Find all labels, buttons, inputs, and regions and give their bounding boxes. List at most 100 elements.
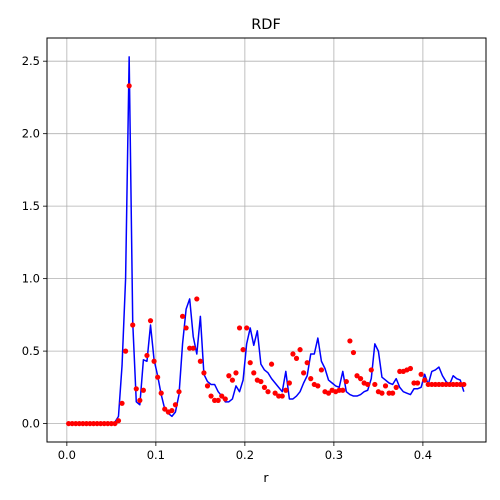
rdf-point: [133, 386, 139, 392]
rdf-point: [197, 358, 203, 364]
rdf-point: [393, 384, 399, 390]
rdf-point: [140, 387, 146, 393]
rdf-point: [425, 381, 431, 388]
rdf-point: [443, 381, 449, 388]
rdf-point: [119, 400, 125, 406]
rdf-point: [251, 370, 257, 376]
rdf-point: [357, 376, 364, 382]
rdf-point: [172, 402, 179, 408]
rdf-point: [80, 420, 86, 427]
rdf-point: [365, 381, 371, 388]
rdf-point: [155, 374, 161, 380]
rdf-point: [379, 390, 385, 396]
x-tick-label: 0.2: [236, 448, 254, 462]
rdf-point: [126, 83, 132, 89]
rdf-point: [204, 383, 211, 389]
rdf-point: [272, 390, 278, 396]
rdf-point: [304, 360, 310, 366]
rdf-point: [101, 420, 107, 427]
rdf-point: [422, 377, 428, 383]
rdf-point: [176, 389, 182, 395]
chart-title: RDF: [251, 17, 281, 33]
rdf-point: [66, 420, 72, 427]
x-tick-label: 0.1: [147, 448, 165, 462]
rdf-point: [386, 390, 392, 396]
rdf-point: [76, 420, 82, 427]
grid: [47, 38, 486, 442]
plot-frame: [46, 37, 487, 443]
rdf-point: [115, 418, 122, 424]
rdf-point: [446, 381, 453, 388]
y-tick-label: 2.0: [22, 127, 40, 141]
rdf-point: [390, 390, 396, 396]
y-tick-label: 1.5: [22, 199, 40, 213]
rdf-point: [244, 325, 250, 331]
rdf-point: [73, 420, 79, 427]
rdf-point: [212, 397, 218, 403]
rdf-point: [144, 352, 150, 359]
rdf-point: [130, 322, 136, 328]
rdf-point: [407, 365, 414, 372]
rdf-point: [183, 325, 189, 331]
rdf-point: [308, 376, 314, 382]
rdf-point: [293, 355, 300, 361]
rdf-point: [318, 367, 325, 373]
rdf-point: [397, 368, 403, 375]
x-axis-ticks: 0.0 0.1 0.2 0.3 0.4: [58, 442, 432, 462]
rdf-point: [87, 420, 93, 427]
rdf-point: [354, 373, 360, 379]
rdf-point: [276, 393, 282, 399]
rdf-point: [147, 318, 154, 324]
series-line-group: [68, 56, 465, 425]
y-axis-ticks: 0.0 0.5 1.0 1.5 2.0 2.5: [22, 54, 47, 431]
y-tick-label: 1.0: [22, 272, 40, 286]
rdf-point: [258, 378, 264, 385]
rdf-point: [194, 296, 200, 302]
rdf-point: [240, 347, 246, 353]
rdf-point: [215, 397, 221, 403]
rdf-point: [201, 370, 207, 376]
rdf-point: [279, 393, 285, 399]
rdf-point: [454, 381, 460, 388]
rdf-point: [315, 383, 321, 389]
rdf-line: [68, 56, 465, 425]
rdf-point: [137, 397, 143, 403]
rdf-point: [169, 407, 175, 414]
rdf-point: [429, 381, 435, 388]
y-tick-label: 0.0: [22, 417, 40, 431]
rdf-point: [265, 389, 271, 395]
rdf-point: [343, 378, 349, 385]
rdf-point: [414, 380, 421, 386]
rdf-point: [418, 371, 424, 377]
rdf-point: [297, 347, 303, 353]
plot-area: [47, 38, 486, 442]
rdf-point: [236, 325, 243, 331]
x-tick-label: 0.4: [414, 448, 432, 462]
rdf-point: [368, 367, 374, 373]
rdf-point: [162, 406, 168, 412]
rdf-point: [90, 420, 97, 427]
rdf-point: [457, 381, 463, 388]
rdf-point: [123, 348, 129, 354]
rdf-point: [350, 349, 357, 356]
rdf-point: [432, 381, 438, 388]
rdf-point: [69, 420, 75, 427]
rdf-point: [222, 396, 228, 402]
rdf-point: [336, 387, 342, 393]
rdf-point: [208, 393, 214, 399]
x-tick-label: 0.3: [325, 448, 343, 462]
rdf-point: [436, 381, 442, 388]
rdf-point: [372, 381, 378, 388]
rdf-point: [98, 420, 104, 427]
rdf-point: [219, 393, 225, 399]
rdf-point: [83, 420, 90, 427]
rdf-point: [190, 345, 196, 351]
rdf-point: [283, 387, 289, 393]
rdf-point: [247, 360, 253, 366]
x-tick-label: 0.0: [58, 448, 76, 462]
rdf-point: [268, 361, 275, 367]
rdf-point: [226, 373, 232, 379]
rdf-point: [290, 351, 296, 357]
rdf-point: [187, 345, 193, 351]
